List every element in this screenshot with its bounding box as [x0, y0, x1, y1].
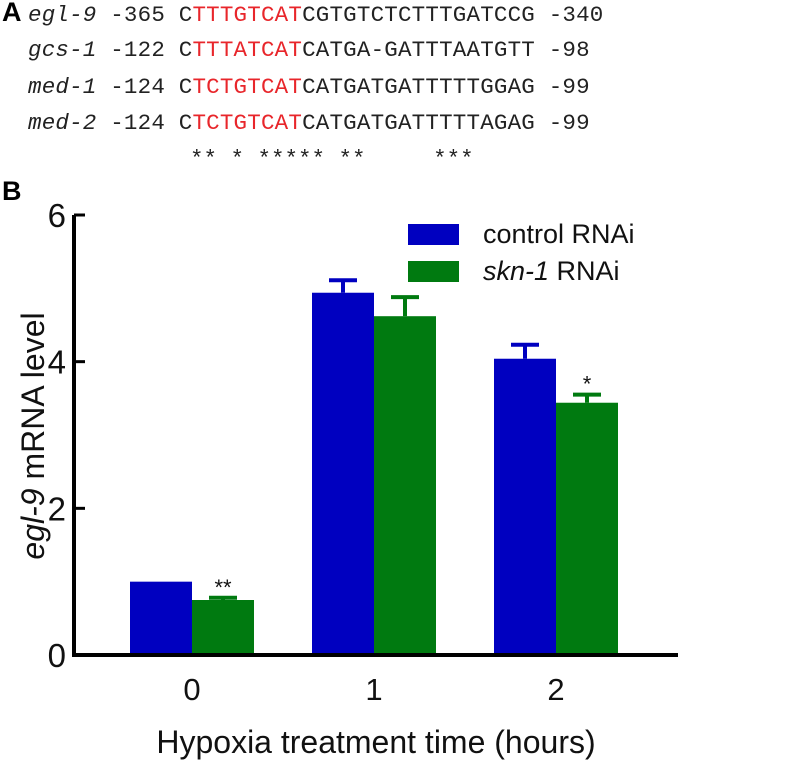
x-axis-title: Hypoxia treatment time (hours)	[156, 724, 595, 760]
x-tick-label: 1	[365, 672, 382, 707]
alignment-row-egl-9: egl-9 -365 CTTTGTCATCGTGTCTCTTTGATCCG -3…	[28, 2, 604, 28]
seq-suffix: CATGATGATTTTTAGAG	[302, 110, 535, 136]
y-tick-label: 0	[48, 637, 66, 674]
gene-name: med-1	[28, 74, 97, 100]
legend-label: skn-1 RNAi	[483, 256, 620, 286]
panel-b-label: B	[2, 176, 22, 206]
alignment-row-gcs-1: gcs-1 -122 CTTTATCATCATGA-GATTTAATGTT -9…	[28, 37, 590, 63]
conservation-stars: aaaaaa aaaa ** * ***** ** ***	[190, 146, 474, 172]
alignment-row-med-2: med-2 -124 CTCTGTCATCATGATGATTTTTAGAG -9…	[28, 110, 590, 136]
alignment-row-med-1: med-1 -124 CTCTGTCATCATGATGATTTTTGGAG -9…	[28, 74, 590, 100]
bar-control-rnai-0h	[130, 581, 192, 655]
axes-group: 0 2 4 6 0 1 2 Hypoxia treatment time (hours) egl…	[15, 197, 678, 760]
bars-group: ***	[130, 278, 618, 655]
gene-name: egl-9	[28, 2, 97, 28]
y-tick-label: 6	[48, 197, 66, 234]
bar-control-rnai-2h	[494, 358, 556, 655]
x-tick-label: 2	[547, 672, 564, 707]
gene-name: med-2	[28, 110, 97, 136]
significance-marker: *	[583, 372, 592, 397]
panel-a-label: A	[2, 0, 22, 27]
end-position: -98	[548, 37, 590, 63]
gene-name: gcs-1	[28, 37, 97, 63]
end-position: -99	[548, 110, 590, 136]
legend-swatch	[408, 224, 459, 245]
skn-1-motif: TTTATCAT	[192, 37, 303, 63]
start-position: -124	[110, 74, 166, 100]
bar-control-rnai-1h	[312, 292, 374, 655]
seq-prefix: C	[178, 110, 193, 136]
start-position: -365	[110, 2, 166, 28]
y-tick-label: 4	[48, 344, 66, 381]
seq-suffix: CATGATGATTTTTGGAG	[302, 74, 535, 100]
skn-1-motif: TTTGTCAT	[192, 2, 303, 28]
bar-skn-1-rnai-1h	[374, 316, 436, 655]
x-tick-label: 0	[183, 672, 200, 707]
start-position: -124	[110, 110, 166, 136]
seq-prefix: C	[178, 2, 193, 28]
bar-skn-1-rnai-0h	[192, 600, 254, 655]
end-position: -340	[548, 2, 604, 28]
start-position: -122	[110, 37, 166, 63]
skn-1-motif: TCTGTCAT	[192, 74, 303, 100]
bar-skn-1-rnai-2h	[556, 402, 618, 655]
y-tick-label: 2	[48, 490, 66, 527]
end-position: -99	[548, 74, 590, 100]
significance-marker: **	[214, 575, 232, 600]
legend-swatch	[408, 261, 459, 282]
seq-prefix: C	[178, 37, 193, 63]
seq-suffix: CGTGTCTCTTTGATCCG	[302, 2, 535, 28]
seq-prefix: C	[178, 74, 193, 100]
y-axis-title: egl-9 mRNA level	[15, 312, 51, 559]
legend-label: control RNAi	[483, 219, 635, 249]
legend: control RNAi skn-1 RNAi	[408, 219, 635, 286]
seq-suffix: CATGA-GATTTAATGTT	[302, 37, 535, 63]
skn-1-motif: TCTGTCAT	[192, 110, 303, 136]
